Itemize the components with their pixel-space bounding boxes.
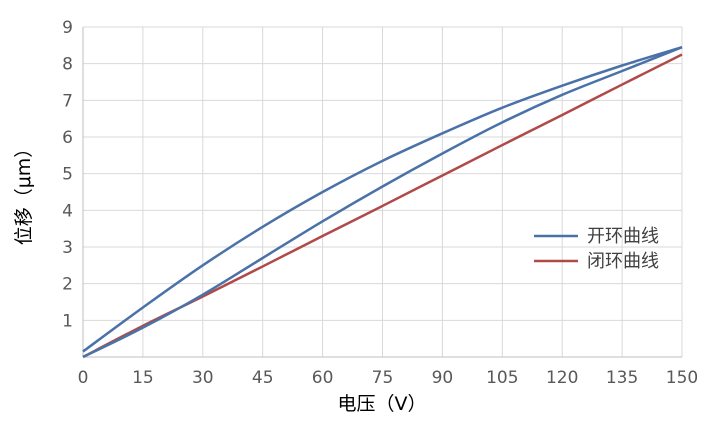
y-axis-title: 位移（μm） — [13, 139, 35, 246]
x-tick-label: 60 — [312, 368, 334, 388]
y-tick-label: 5 — [62, 165, 73, 185]
y-tick-label: 6 — [62, 128, 73, 148]
legend: 开环曲线 闭环曲线 — [534, 226, 659, 272]
x-tick-label: 90 — [432, 368, 454, 388]
x-tick-label: 135 — [606, 368, 638, 388]
y-tick-label: 8 — [62, 55, 73, 75]
x-tick-label: 120 — [546, 368, 578, 388]
x-tick-label: 150 — [666, 368, 698, 388]
open-loop-upper-branch — [82, 45, 683, 353]
series-layer — [82, 45, 683, 359]
x-tick-label: 75 — [372, 368, 394, 388]
x-tick-label: 30 — [192, 368, 214, 388]
x-tick-label: 105 — [486, 368, 518, 388]
x-tick-label: 0 — [78, 368, 89, 388]
x-axis-title: 电压（V） — [338, 393, 427, 415]
open-loop-lower-branch — [82, 46, 683, 359]
y-tick-labels: 1 2 3 4 5 6 7 8 9 — [62, 18, 73, 331]
y-tick-label: 1 — [62, 311, 73, 331]
y-tick-label: 7 — [62, 91, 73, 111]
x-tick-label: 45 — [252, 368, 274, 388]
legend-label-open-loop: 开环曲线 — [587, 226, 659, 247]
grid — [82, 26, 683, 357]
axes — [82, 27, 682, 358]
x-tick-label: 15 — [132, 368, 154, 388]
y-tick-label: 2 — [62, 275, 73, 295]
y-tick-label: 9 — [62, 18, 73, 38]
y-tick-label: 3 — [62, 238, 73, 258]
y-tick-label: 4 — [62, 201, 73, 221]
legend-label-closed-loop: 闭环曲线 — [587, 251, 659, 272]
x-tick-labels: 0 15 30 45 60 75 90 105 120 135 150 — [78, 368, 699, 388]
